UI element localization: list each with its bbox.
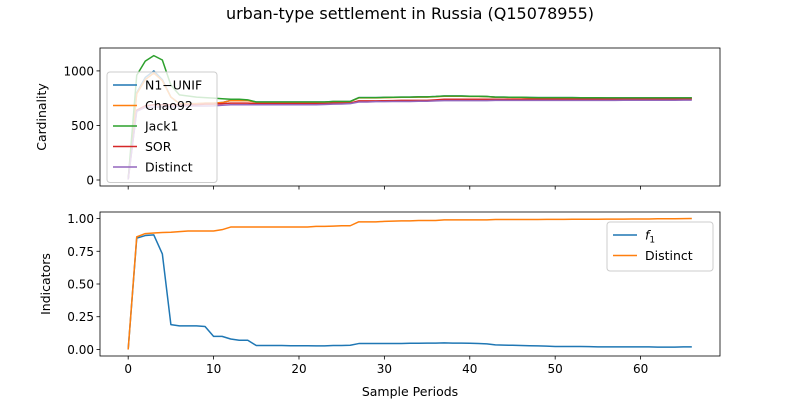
y-tick-label: 0.00 xyxy=(67,343,94,357)
series-line-3 xyxy=(127,98,692,180)
legend: N1−UNIF Chao92 Jack1 SOR Distinct xyxy=(106,71,218,183)
x-tick-label: 0 xyxy=(124,362,132,376)
cardinality-panel: 0 500 1000 Cardinality N1−UNIF Chao92 Jack1 SOR… xyxy=(34,47,721,190)
series-line-2 xyxy=(127,54,692,180)
x-tick-label: 20 xyxy=(291,362,306,376)
x-axis-label: Sample Periods xyxy=(362,384,458,399)
legend-label: N1−UNIF xyxy=(145,78,202,93)
legend-box xyxy=(106,71,218,183)
plot-frame xyxy=(99,47,721,187)
x-tick-label: 40 xyxy=(462,362,477,376)
x-tick-label: 60 xyxy=(633,362,648,376)
series-lines xyxy=(127,217,692,350)
y-tick-label: 1.00 xyxy=(67,212,94,226)
y-tick-label: 0.25 xyxy=(67,310,94,324)
series-line-1 xyxy=(127,217,692,350)
x-tick-label: 50 xyxy=(548,362,563,376)
indicators-panel: 0.00 0.25 0.50 0.75 1.00 0 10 20 30 40 50 60 Indicat… xyxy=(38,211,721,399)
y-tick-label: 0.75 xyxy=(67,245,94,259)
y-tick-label: 500 xyxy=(71,119,94,133)
y-tick-label: 0.50 xyxy=(67,278,94,292)
series-line-0 xyxy=(127,234,692,350)
legend-box xyxy=(606,221,714,272)
y-axis-label: Cardinality xyxy=(34,83,49,151)
series-lines xyxy=(127,54,692,180)
legend-label: Distinct xyxy=(145,160,193,175)
legend: f1 Distinct xyxy=(606,221,714,272)
legend-label: Distinct xyxy=(645,248,693,263)
figure-title: urban-type settlement in Russia (Q150789… xyxy=(226,4,594,23)
series-line-4 xyxy=(127,99,692,180)
y-axis-label: Indicators xyxy=(38,253,53,315)
x-tick-label: 30 xyxy=(377,362,392,376)
legend-label: Chao92 xyxy=(145,98,193,113)
y-tick-label: 1000 xyxy=(63,64,94,78)
legend-label: Jack1 xyxy=(144,119,178,134)
y-tick-label: 0 xyxy=(86,174,94,188)
x-tick-label: 10 xyxy=(206,362,221,376)
legend-label: SOR xyxy=(145,139,172,154)
legend-label: f1 xyxy=(645,228,655,246)
